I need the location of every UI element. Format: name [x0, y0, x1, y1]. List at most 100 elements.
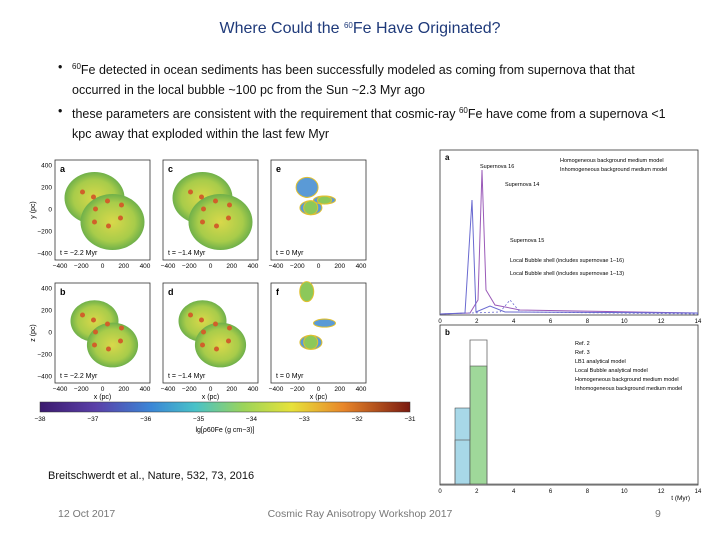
- y-tick-label: −200: [37, 229, 52, 236]
- density-blob: [86, 322, 139, 368]
- density-speck: [188, 189, 193, 195]
- panel-time: t = −2.2 Myr: [60, 250, 98, 257]
- density-speck: [92, 342, 97, 348]
- x-tick-label: 14: [695, 489, 702, 495]
- legend-text: Inhomogeneous background medium model: [560, 167, 667, 173]
- axis-label: x (pc): [202, 394, 220, 401]
- x-tick-label: 0: [101, 263, 105, 270]
- x-tick-label: 6: [549, 489, 553, 495]
- legend-text: Local Bubble analytical model: [575, 368, 648, 374]
- density-speck: [226, 215, 231, 221]
- density-blob: [80, 194, 145, 250]
- curve: [440, 339, 698, 485]
- x-tick-label: 0: [438, 319, 442, 325]
- panel-time: t = −2.2 Myr: [60, 373, 98, 380]
- annotation: Supernova 16: [480, 164, 514, 170]
- colorbar-tick-label: −36: [140, 416, 151, 423]
- bullet: 60Fe detected in ocean sediments has bee…: [58, 57, 682, 100]
- density-speck: [80, 312, 85, 318]
- histogram-bar: [454, 407, 471, 485]
- x-tick-label: 400: [140, 386, 151, 393]
- y-tick-label: 0: [48, 330, 52, 337]
- axis-label: x (pc): [94, 394, 112, 401]
- colorbar-label: lg[ρ60Fe (g cm−3)]: [195, 427, 254, 434]
- x-tick-label: −200: [290, 263, 305, 270]
- annotation: Supernova 15: [510, 238, 544, 244]
- histogram-bar: [469, 365, 488, 485]
- panel-time: t = 0 Myr: [276, 373, 304, 380]
- y-tick-label: −400: [37, 374, 52, 381]
- density-speck: [118, 338, 123, 344]
- y-tick-label: −400: [37, 251, 52, 258]
- density-blob: [194, 322, 247, 368]
- density-speck: [213, 198, 218, 204]
- panel-label: c: [168, 164, 173, 174]
- legend-text: Ref. 2: [575, 341, 590, 347]
- density-speck: [227, 202, 232, 208]
- x-tick-label: 2: [475, 489, 479, 495]
- density-speck: [227, 325, 232, 331]
- x-tick-label: −400: [161, 263, 176, 270]
- x-tick-label: −200: [74, 263, 89, 270]
- x-tick-label: 6: [549, 319, 553, 325]
- plot-label: a: [445, 153, 450, 162]
- x-tick-label: 200: [334, 386, 345, 393]
- density-speck: [188, 312, 193, 318]
- axis-label: t (Myr): [671, 495, 690, 502]
- x-tick-label: −400: [161, 386, 176, 393]
- x-tick-label: −400: [269, 263, 284, 270]
- panel-label: d: [168, 287, 174, 297]
- x-tick-label: 0: [209, 263, 213, 270]
- bullet-sup: 60: [458, 106, 468, 115]
- density-blob: [299, 281, 315, 303]
- panel-label: f: [276, 287, 280, 297]
- density-speck: [105, 198, 110, 204]
- colorbar-tick-label: −37: [87, 416, 98, 423]
- x-tick-label: 4: [512, 319, 516, 325]
- density-speck: [201, 329, 206, 335]
- density-speck: [119, 325, 124, 331]
- curve: [439, 169, 699, 315]
- density-speck: [214, 346, 219, 352]
- plot-frame: [439, 149, 699, 316]
- colorbar: [39, 401, 411, 413]
- x-tick-label: 400: [140, 263, 151, 270]
- x-tick-label: 0: [317, 263, 321, 270]
- density-speck: [91, 317, 96, 323]
- annotation: Local Bubble shell (includes supernovae …: [510, 258, 624, 264]
- x-tick-label: −200: [74, 386, 89, 393]
- bullet-text: Fe detected in ocean sediments has been …: [72, 63, 635, 97]
- density-speck: [213, 321, 218, 327]
- title-text: Where Could the: [219, 20, 344, 37]
- colorbar-tick-label: −32: [352, 416, 363, 423]
- density-blob: [312, 318, 336, 328]
- panel-time: t = −1.4 Myr: [168, 250, 206, 257]
- x-tick-label: 0: [101, 386, 105, 393]
- y-tick-label: 200: [41, 308, 52, 315]
- colorbar-tick-label: −34: [246, 416, 257, 423]
- y-tick-label: 0: [48, 207, 52, 214]
- density-speck: [214, 223, 219, 229]
- x-tick-label: 200: [118, 263, 129, 270]
- density-speck: [226, 338, 231, 344]
- x-tick-label: 200: [334, 263, 345, 270]
- legend-text: LB1 analytical model: [575, 359, 626, 365]
- legend-text: Homogeneous background medium model: [560, 158, 664, 164]
- x-tick-label: 2: [475, 319, 479, 325]
- x-tick-label: −400: [53, 263, 68, 270]
- x-tick-label: −400: [269, 386, 284, 393]
- x-tick-label: 10: [621, 489, 628, 495]
- x-tick-label: 14: [695, 319, 702, 325]
- panel-time: t = −1.4 Myr: [168, 373, 206, 380]
- axis-label: x (pc): [310, 394, 328, 401]
- x-tick-label: −200: [182, 263, 197, 270]
- density-speck: [80, 189, 85, 195]
- density-speck: [201, 206, 206, 212]
- title-sup: 60: [343, 21, 353, 30]
- footer-event: Cosmic Ray Anisotropy Workshop 2017: [267, 508, 453, 520]
- panel-frame: [270, 282, 367, 384]
- x-tick-label: 400: [248, 263, 259, 270]
- axis-label: y (pc): [30, 201, 37, 219]
